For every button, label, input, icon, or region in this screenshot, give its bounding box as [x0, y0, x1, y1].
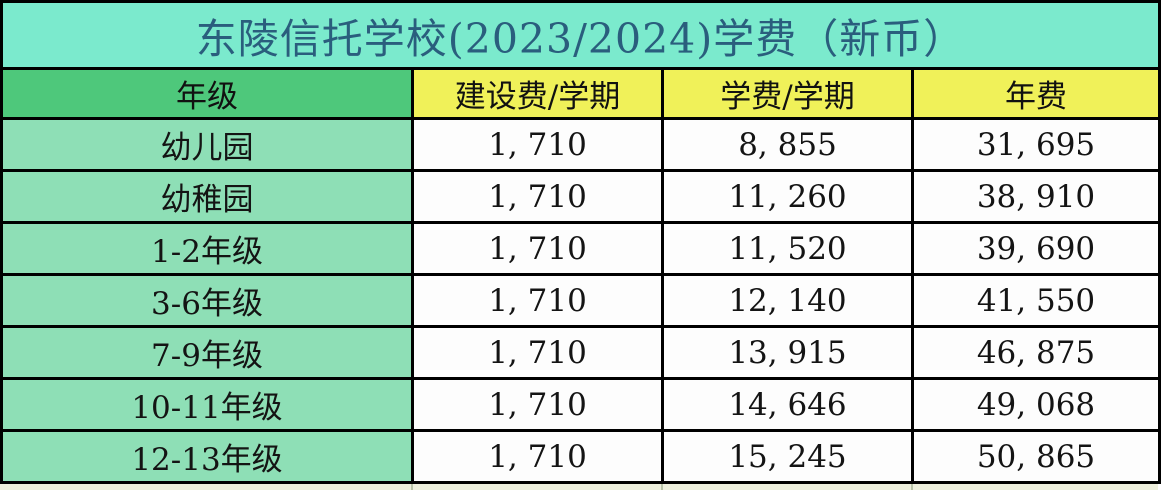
tuition-cell: 13, 915 [661, 325, 914, 380]
construction-fee-cell: 1, 710 [411, 273, 664, 328]
header-row: 年级 建设费/学期 学费/学期 年费 [0, 67, 1161, 120]
table-row: 12-13年级 1, 710 15, 245 50, 865 [0, 429, 1161, 484]
table-row: 幼儿园 1, 710 8, 855 31, 695 [0, 117, 1161, 172]
grade-cell: 幼稚园 [0, 169, 414, 224]
table-row: 幼稚园 1, 710 11, 260 38, 910 [0, 169, 1161, 224]
table-row: 3-6年级 1, 710 12, 140 41, 550 [0, 273, 1161, 328]
tuition-cell: 11, 260 [661, 169, 914, 224]
construction-fee-cell: 1, 710 [411, 429, 664, 484]
cropped-next-row-strip [0, 484, 1158, 490]
grade-cell: 3-6年级 [0, 273, 414, 328]
title-row: 东陵信托学校(2023/2024)学费（新币） [0, 0, 1161, 70]
annual-fee-cell: 50, 865 [911, 429, 1161, 484]
annual-fee-cell: 39, 690 [911, 221, 1161, 276]
annual-fee-cell: 38, 910 [911, 169, 1161, 224]
column-divider [911, 484, 913, 490]
grade-cell: 10-11年级 [0, 377, 414, 432]
grade-cell: 7-9年级 [0, 325, 414, 380]
construction-fee-cell: 1, 710 [411, 377, 664, 432]
grade-cell: 12-13年级 [0, 429, 414, 484]
annual-fee-cell: 41, 550 [911, 273, 1161, 328]
column-divider [661, 484, 663, 490]
grade-cell: 幼儿园 [0, 117, 414, 172]
annual-fee-cell: 31, 695 [911, 117, 1161, 172]
grade-cell: 1-2年级 [0, 221, 414, 276]
tuition-cell: 11, 520 [661, 221, 914, 276]
annual-fee-cell: 49, 068 [911, 377, 1161, 432]
table-row: 7-9年级 1, 710 13, 915 46, 875 [0, 325, 1161, 380]
tuition-cell: 8, 855 [661, 117, 914, 172]
construction-fee-cell: 1, 710 [411, 169, 664, 224]
construction-fee-cell: 1, 710 [411, 117, 664, 172]
table-title: 东陵信托学校(2023/2024)学费（新币） [0, 0, 1161, 70]
table-row: 10-11年级 1, 710 14, 646 49, 068 [0, 377, 1161, 432]
table-row: 1-2年级 1, 710 11, 520 39, 690 [0, 221, 1161, 276]
column-header-annual-fee: 年费 [911, 67, 1161, 120]
tuition-cell: 14, 646 [661, 377, 914, 432]
column-header-tuition-per-term: 学费/学期 [661, 67, 914, 120]
tuition-cell: 15, 245 [661, 429, 914, 484]
column-header-grade: 年级 [0, 67, 414, 120]
tuition-cell: 12, 140 [661, 273, 914, 328]
column-header-construction-fee: 建设费/学期 [411, 67, 664, 120]
column-divider [411, 484, 413, 490]
annual-fee-cell: 46, 875 [911, 325, 1161, 380]
construction-fee-cell: 1, 710 [411, 325, 664, 380]
construction-fee-cell: 1, 710 [411, 221, 664, 276]
